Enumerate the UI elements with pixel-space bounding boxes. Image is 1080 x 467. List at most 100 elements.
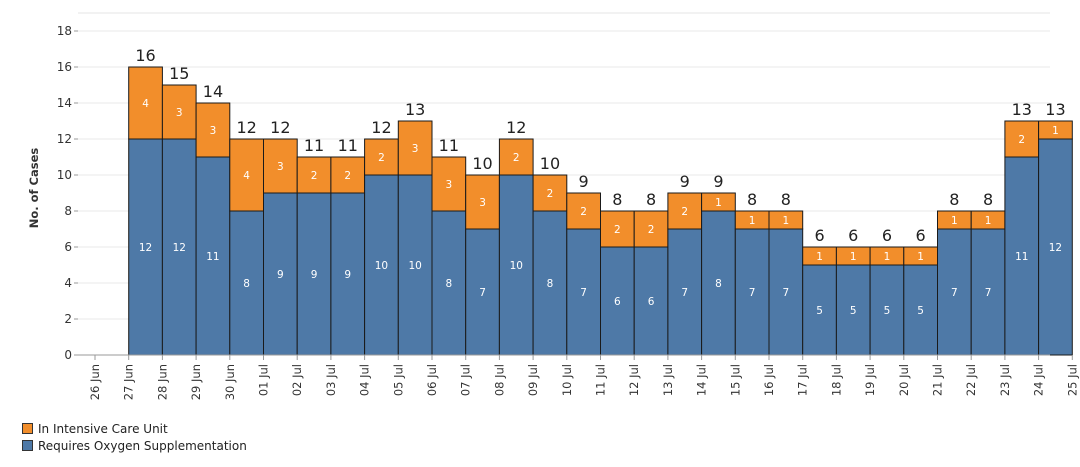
bar-icu[interactable]: [195, 102, 231, 158]
data-label-total: 11: [338, 136, 358, 155]
bar-icu[interactable]: [364, 138, 399, 176]
data-label-icu: 2: [681, 206, 688, 218]
bar-oxygen[interactable]: [734, 228, 770, 356]
data-label-oxygen: 7: [749, 287, 756, 299]
bar-oxygen[interactable]: [802, 264, 837, 356]
data-label-oxygen: 11: [1015, 251, 1028, 263]
data-label-icu: 2: [344, 170, 351, 182]
bar-icu[interactable]: [600, 210, 635, 248]
data-label-icu: 3: [176, 107, 183, 119]
data-label-total: 8: [612, 190, 622, 209]
data-label-icu: 1: [985, 215, 992, 227]
bar-oxygen[interactable]: [869, 264, 905, 356]
bar-icu[interactable]: [633, 210, 669, 248]
bar-icu[interactable]: [330, 156, 366, 194]
bar-oxygen[interactable]: [633, 246, 669, 356]
bar-oxygen[interactable]: [937, 228, 972, 356]
bar-oxygen[interactable]: [161, 138, 197, 356]
data-label-icu: 1: [951, 215, 958, 227]
data-label-icu: 3: [277, 161, 284, 173]
legend-swatch-oxygen: [22, 440, 33, 451]
data-label-oxygen: 12: [139, 242, 152, 254]
bar-oxygen[interactable]: [566, 228, 601, 356]
y-tick-label: 18: [57, 24, 72, 38]
y-tick-label: 2: [64, 312, 72, 326]
data-label-icu: 2: [547, 188, 554, 200]
bar-icu[interactable]: [1004, 120, 1040, 158]
x-tick-label: 08 Jul: [492, 364, 506, 396]
data-label-total: 12: [506, 118, 526, 137]
data-label-total: 16: [135, 46, 155, 65]
legend-label-oxygen: Requires Oxygen Supplementation: [38, 438, 247, 453]
bar-oxygen[interactable]: [532, 210, 568, 356]
bar-icu[interactable]: [397, 120, 433, 176]
legend-label-icu: In Intensive Care Unit: [38, 421, 168, 436]
data-label-oxygen: 10: [375, 260, 388, 272]
x-tick-label: 24 Jul: [1032, 364, 1046, 396]
data-label-oxygen: 8: [715, 278, 722, 290]
x-tick-label: 12 Jul: [627, 364, 641, 396]
bar-icu[interactable]: [128, 66, 163, 140]
data-label-icu: 4: [142, 98, 149, 110]
legend-item-oxygen[interactable]: Requires Oxygen Supplementation: [22, 437, 247, 454]
bar-oxygen[interactable]: [835, 264, 871, 356]
data-label-total: 8: [983, 190, 993, 209]
y-tick-label: 0: [64, 348, 72, 362]
y-axis: 0 2 4 6 8 10 12 14 16 18: [57, 24, 78, 362]
data-label-icu: 1: [1052, 125, 1059, 137]
bar-oxygen[interactable]: [1004, 156, 1040, 356]
data-label-icu: 3: [446, 179, 453, 191]
data-label-oxygen: 10: [408, 260, 421, 272]
y-axis-label: No. of Cases: [27, 148, 41, 229]
x-tick-label: 26 Jun: [88, 364, 102, 400]
data-label-oxygen: 9: [311, 269, 318, 281]
legend: In Intensive Care Unit Requires Oxygen S…: [22, 420, 247, 454]
bar-icu[interactable]: [263, 138, 298, 194]
data-label-total: 6: [882, 226, 892, 245]
data-label-icu: 1: [917, 251, 924, 263]
bar-oxygen[interactable]: [296, 192, 332, 356]
data-label-total: 12: [236, 118, 256, 137]
x-tick-label: 25 Jul: [1065, 364, 1079, 396]
bar-icu[interactable]: [667, 192, 703, 230]
data-label-icu: 2: [1018, 134, 1025, 146]
x-tick-label: 03 Jul: [324, 364, 338, 396]
legend-item-icu[interactable]: In Intensive Care Unit: [22, 420, 247, 437]
bar-icu[interactable]: [229, 138, 265, 212]
data-label-oxygen: 11: [206, 251, 219, 263]
bar-icu[interactable]: [498, 138, 534, 176]
bar-icu[interactable]: [532, 174, 568, 212]
y-tick-label: 16: [57, 60, 72, 74]
data-label-oxygen: 7: [479, 287, 486, 299]
x-tick-label: 01 Jul: [257, 364, 271, 396]
bar-oxygen[interactable]: [330, 192, 366, 356]
bar-icu[interactable]: [431, 156, 467, 212]
data-label-icu: 2: [378, 152, 385, 164]
x-tick-label: 06 Jul: [425, 364, 439, 396]
x-tick-label: 29 Jun: [189, 364, 203, 400]
data-label-oxygen: 7: [783, 287, 790, 299]
data-label-total: 14: [203, 82, 223, 101]
data-label-oxygen: 9: [344, 269, 351, 281]
data-label-oxygen: 10: [510, 260, 523, 272]
data-label-oxygen: 5: [850, 305, 857, 317]
data-label-icu: 2: [513, 152, 520, 164]
data-label-oxygen: 5: [816, 305, 823, 317]
x-tick-label: 14 Jul: [695, 364, 709, 396]
bar-icu[interactable]: [465, 174, 500, 230]
x-tick-label: 21 Jul: [931, 364, 945, 396]
bar-oxygen[interactable]: [970, 228, 1006, 356]
x-tick-label: 05 Jul: [391, 364, 405, 396]
bar-icu[interactable]: [768, 210, 804, 230]
bar-icu[interactable]: [701, 192, 736, 212]
bar-oxygen[interactable]: [667, 228, 703, 356]
x-tick-label: 09 Jul: [526, 364, 540, 396]
data-label-icu: 2: [311, 170, 318, 182]
x-tick-label: 04 Jul: [358, 364, 372, 396]
x-tick-label: 02 Jul: [290, 364, 304, 396]
x-tick-label: 30 Jun: [223, 364, 237, 400]
bar-oxygen[interactable]: [263, 192, 298, 356]
bar-icu[interactable]: [1038, 120, 1073, 140]
bar-oxygen[interactable]: [128, 138, 163, 356]
data-label-total: 10: [472, 154, 492, 173]
